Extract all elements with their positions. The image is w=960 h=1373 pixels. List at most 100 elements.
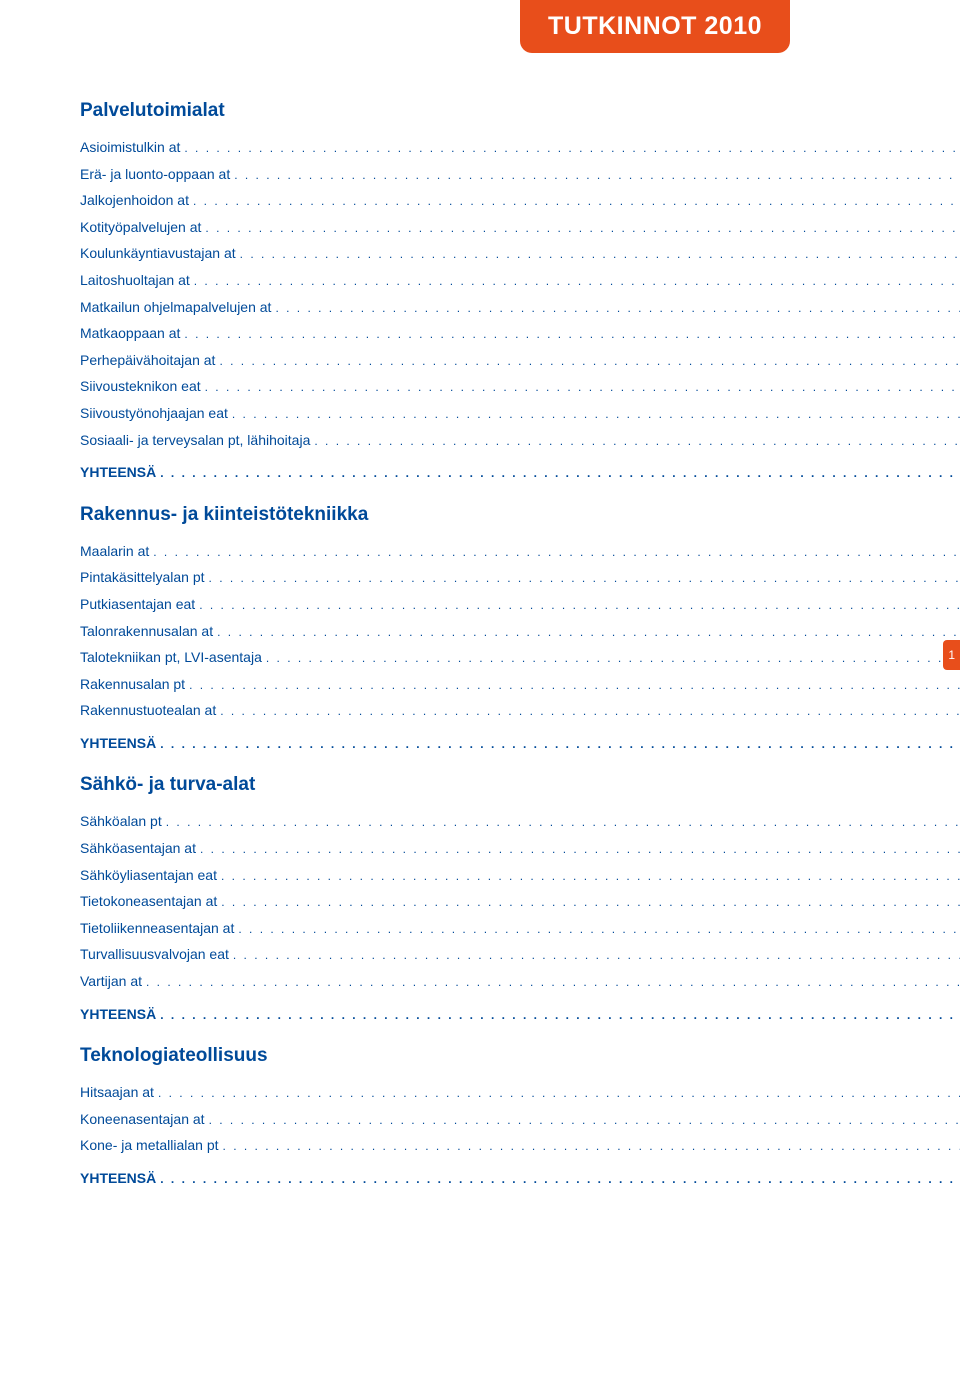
- dot-leader: [180, 323, 960, 346]
- item-label: Erä- ja luonto-oppaan at: [80, 161, 230, 188]
- list-item: Sähköalan pt42: [80, 808, 960, 835]
- item-label: Tietokoneasentajan at: [80, 888, 217, 915]
- dot-leader: [149, 541, 960, 564]
- item-label: Koneenasentajan at: [80, 1106, 205, 1133]
- item-label: Koulunkäyntiavustajan at: [80, 240, 236, 267]
- item-label: Siivoustyönohjaajan eat: [80, 400, 228, 427]
- list-item: Talotekniikan pt, LVI-asentaja2: [80, 644, 960, 671]
- dot-leader: [156, 1168, 960, 1191]
- dot-leader: [219, 1135, 960, 1158]
- dot-leader: [162, 811, 960, 834]
- list-item: Laitoshuoltajan at82: [80, 267, 960, 294]
- dot-leader: [196, 838, 960, 861]
- item-label: Kotityöpalvelujen at: [80, 214, 201, 241]
- list-item: Siivoustyönohjaajan eat5: [80, 400, 960, 427]
- item-label: Sosiaali- ja terveysalan pt, lähihoitaja: [80, 427, 310, 454]
- list-item: Matkailun ohjelmapalvelujen at8: [80, 294, 960, 321]
- dot-leader: [201, 376, 960, 399]
- dot-leader: [230, 164, 960, 187]
- dot-leader: [201, 217, 960, 240]
- item-label: Turvallisuusvalvojan eat: [80, 941, 229, 968]
- list-item: Tietoliikenneasentajan at1: [80, 915, 960, 942]
- dot-leader: [234, 918, 960, 941]
- item-label: Sähköasentajan at: [80, 835, 196, 862]
- list-item: Jalkojenhoidon at18: [80, 187, 960, 214]
- list-item: Sähköyliasentajan eat24: [80, 862, 960, 889]
- list-item: Rakennustuotealan at18: [80, 697, 960, 724]
- item-label: Maalarin at: [80, 538, 149, 565]
- dot-leader: [195, 594, 960, 617]
- item-label: Sähköalan pt: [80, 808, 162, 835]
- list-item: Turvallisuusvalvojan eat10: [80, 941, 960, 968]
- section-title: Rakennus- ja kiinteistötekniikka: [80, 504, 960, 526]
- total-row: YHTEENSÄ111: [80, 1001, 960, 1028]
- section-title: Sähkö- ja turva-alat: [80, 774, 960, 796]
- list-item: Sosiaali- ja terveysalan pt, lähihoitaja…: [80, 427, 960, 454]
- item-label: Rakennustuotealan at: [80, 697, 216, 724]
- dot-leader: [154, 1082, 960, 1105]
- list-item: Perhepäivähoitajan at24: [80, 347, 960, 374]
- dot-leader: [190, 270, 960, 293]
- dot-leader: [310, 430, 960, 453]
- dot-leader: [205, 567, 960, 590]
- item-label: Matkaoppaan at: [80, 320, 180, 347]
- dot-leader: [236, 243, 960, 266]
- item-label: YHTEENSÄ: [80, 730, 156, 757]
- dot-leader: [205, 1109, 960, 1132]
- dot-leader: [213, 621, 960, 644]
- list-item: Kone- ja metallialan pt27: [80, 1132, 960, 1159]
- dot-leader: [271, 297, 960, 320]
- dot-leader: [217, 865, 960, 888]
- item-label: Perhepäivähoitajan at: [80, 347, 215, 374]
- list-item: Pintakäsittelyalan pt2: [80, 564, 960, 591]
- item-label: Putkiasentajan eat: [80, 591, 195, 618]
- list-item: Erä- ja luonto-oppaan at15: [80, 161, 960, 188]
- item-label: Vartijan at: [80, 968, 142, 995]
- dot-leader: [156, 733, 960, 756]
- list-item: Vartijan at23: [80, 968, 960, 995]
- item-label: Laitoshuoltajan at: [80, 267, 190, 294]
- section-title: Palvelutoimialat: [80, 100, 960, 122]
- total-row: YHTEENSÄ234: [80, 459, 960, 486]
- item-label: Jalkojenhoidon at: [80, 187, 189, 214]
- list-item: Putkiasentajan eat4: [80, 591, 960, 618]
- item-label: YHTEENSÄ: [80, 1001, 156, 1028]
- section-title: Teknologiateollisuus: [80, 1045, 960, 1067]
- dot-leader: [180, 137, 960, 160]
- list-item: Tietokoneasentajan at2: [80, 888, 960, 915]
- dot-leader: [262, 647, 960, 670]
- dot-leader: [228, 403, 960, 426]
- item-label: Talotekniikan pt, LVI-asentaja: [80, 644, 262, 671]
- dot-leader: [185, 674, 960, 697]
- dot-leader: [216, 700, 960, 723]
- item-label: Matkailun ohjelmapalvelujen at: [80, 294, 271, 321]
- side-page-tab: 1: [943, 640, 960, 670]
- list-item: Siivousteknikon eat10: [80, 373, 960, 400]
- dot-leader: [156, 462, 960, 485]
- left-column: Palvelutoimialat Asioimistulkin at9Erä- j…: [80, 100, 960, 1196]
- list-item: Asioimistulkin at9: [80, 134, 960, 161]
- item-label: Siivousteknikon eat: [80, 373, 201, 400]
- dot-leader: [142, 971, 960, 994]
- list-item: Talonrakennusalan at18: [80, 618, 960, 645]
- list-item: Sähköasentajan at9: [80, 835, 960, 862]
- list-item: Rakennusalan pt30: [80, 671, 960, 698]
- dot-leader: [215, 350, 960, 373]
- item-label: Tietoliikenneasentajan at: [80, 915, 234, 942]
- item-label: Pintakäsittelyalan pt: [80, 564, 205, 591]
- item-label: Hitsaajan at: [80, 1079, 154, 1106]
- dot-leader: [229, 944, 960, 967]
- list-item: Matkaoppaan at4: [80, 320, 960, 347]
- dot-leader: [217, 891, 960, 914]
- item-label: YHTEENSÄ: [80, 459, 156, 486]
- page-title-tab: TUTKINNOT 2010: [520, 0, 790, 53]
- total-row: YHTEENSÄ76: [80, 730, 960, 757]
- dot-leader: [189, 190, 960, 213]
- item-label: Kone- ja metallialan pt: [80, 1132, 219, 1159]
- list-item: Kotityöpalvelujen at14: [80, 214, 960, 241]
- item-label: Rakennusalan pt: [80, 671, 185, 698]
- list-item: Maalarin at2: [80, 538, 960, 565]
- item-label: Sähköyliasentajan eat: [80, 862, 217, 889]
- item-label: Talonrakennusalan at: [80, 618, 213, 645]
- dot-leader: [156, 1004, 960, 1027]
